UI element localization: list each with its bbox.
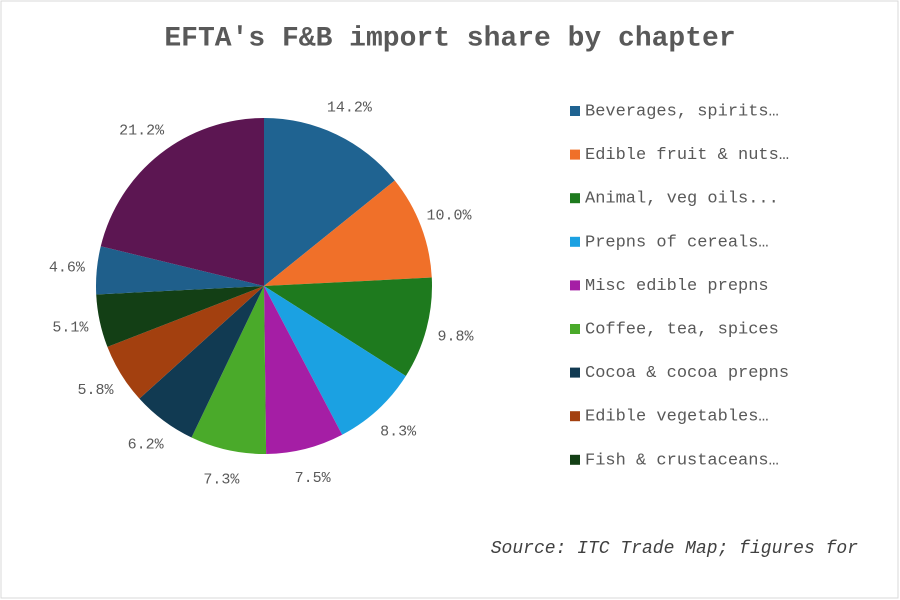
legend-swatch xyxy=(570,367,580,378)
data-label: 7.5% xyxy=(295,470,332,487)
pie-slice xyxy=(107,286,265,399)
pie-slice xyxy=(264,118,395,286)
pie-slice xyxy=(96,246,264,295)
data-label: 4.6% xyxy=(49,259,86,276)
pie-slice xyxy=(264,180,432,286)
legend-swatch xyxy=(570,106,580,116)
legend-swatch xyxy=(570,324,580,334)
legend-swatch xyxy=(570,454,580,465)
data-label: 9.8% xyxy=(437,328,474,345)
legend-label: Edible fruit & nuts… xyxy=(585,146,789,165)
legend-label: Beverages, spirits… xyxy=(585,102,779,121)
legend-label: Fish & crustaceans… xyxy=(585,451,779,470)
pie-slice xyxy=(139,286,264,438)
legend-swatch xyxy=(570,280,580,291)
legend-swatch xyxy=(570,236,580,247)
data-label: 7.3% xyxy=(203,471,240,488)
legend-label: Coffee, tea, spices xyxy=(585,320,779,339)
legend-label: Edible vegetables… xyxy=(585,408,769,427)
data-label: 21.2% xyxy=(119,122,165,139)
data-label: 5.8% xyxy=(77,382,114,399)
legend-swatch xyxy=(570,411,580,422)
data-label: 6.2% xyxy=(128,437,165,454)
data-label: 8.3% xyxy=(380,424,417,441)
pie-slice xyxy=(96,286,264,347)
data-label: 10.0% xyxy=(426,207,472,224)
legend-swatch xyxy=(570,149,580,160)
pie-slice xyxy=(264,277,433,377)
pie-slice xyxy=(264,286,343,454)
legend-swatch xyxy=(570,193,580,204)
legend-label: Misc edible prepns xyxy=(585,277,769,296)
legend-label: Cocoa & cocoa prepns xyxy=(585,364,789,383)
pie-slice xyxy=(191,286,267,454)
source-note: Source: ITC Trade Map; figures for xyxy=(491,539,858,559)
data-label: 5.1% xyxy=(52,319,89,336)
pie-slice xyxy=(100,118,264,286)
legend-label: Animal, veg oils... xyxy=(585,190,779,209)
legend-label: Prepns of cereals… xyxy=(585,233,769,252)
data-label: 14.2% xyxy=(327,99,373,116)
pie-slice xyxy=(264,286,406,435)
chart-title: EFTA's F&B import share by chapter xyxy=(164,23,735,54)
